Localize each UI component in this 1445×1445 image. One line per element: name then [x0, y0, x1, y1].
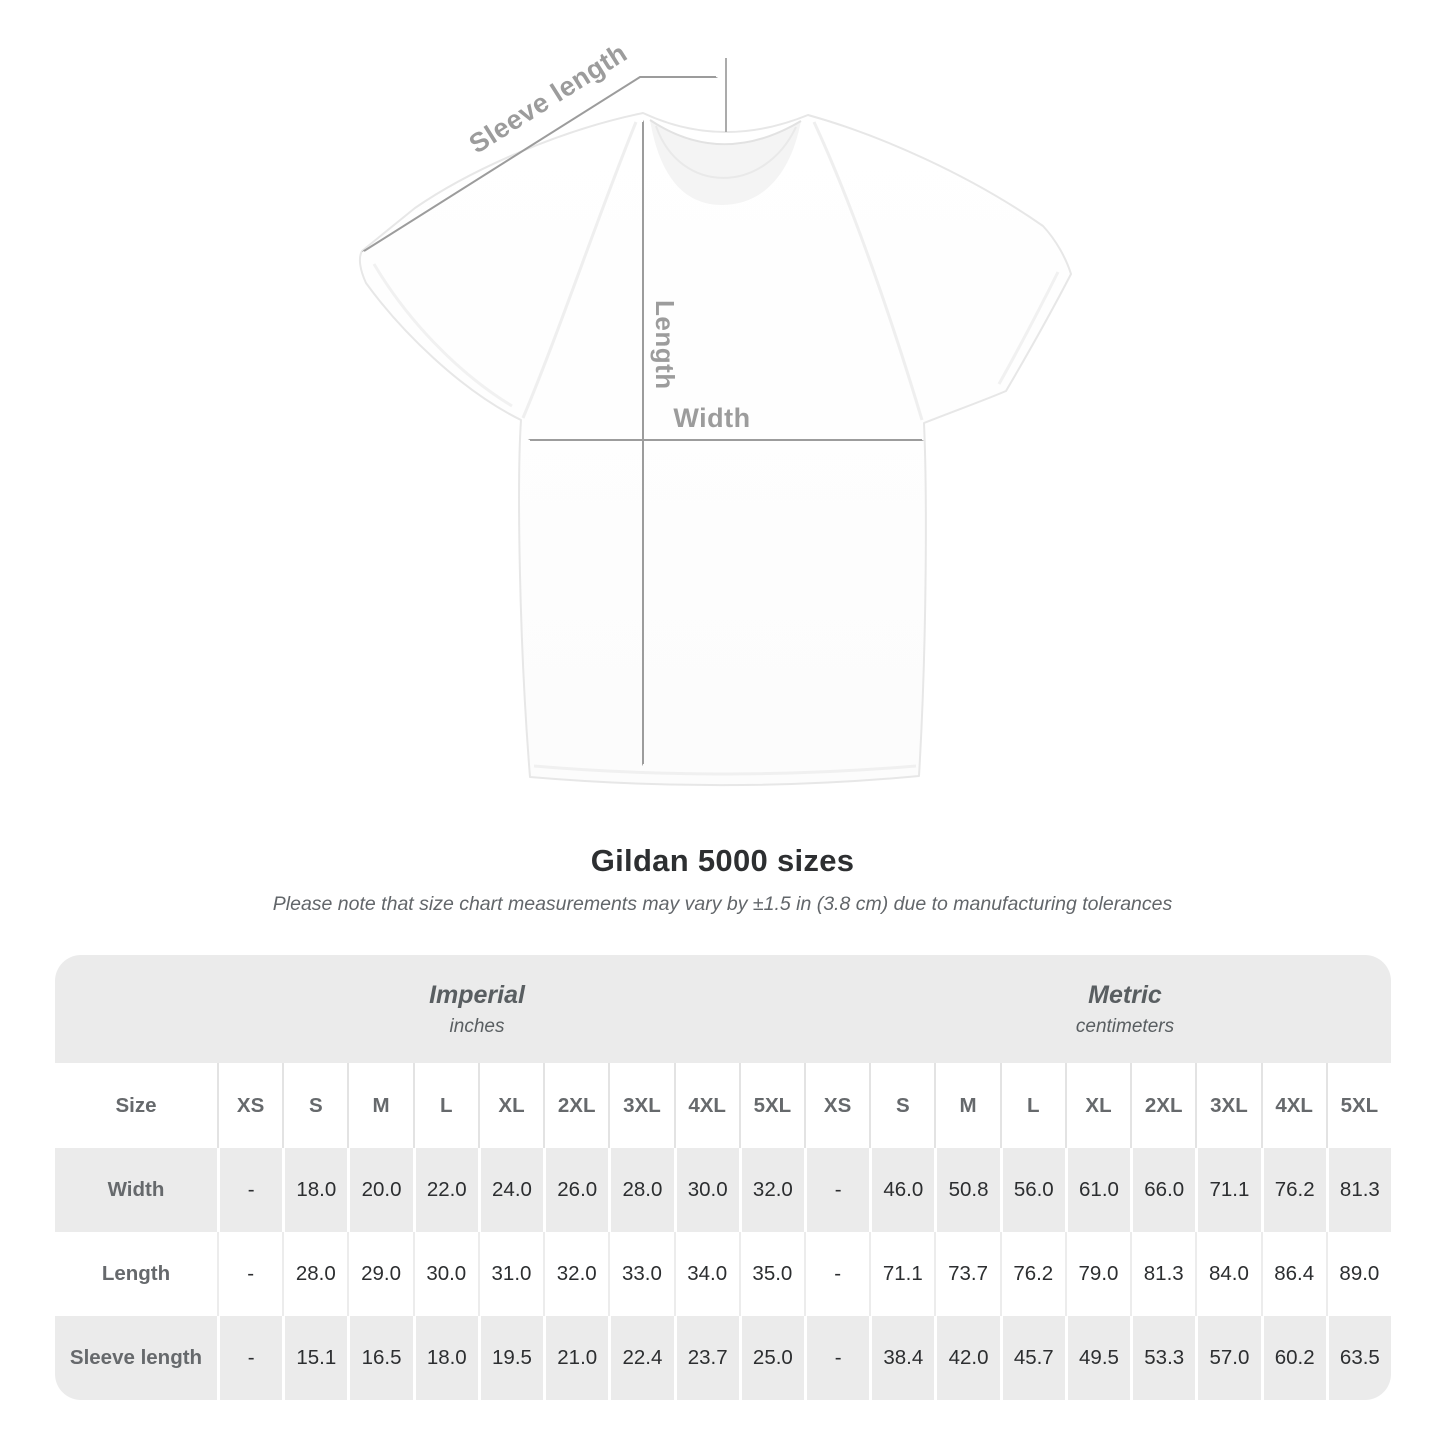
- tolerance-note: Please note that size chart measurements…: [272, 893, 1173, 915]
- metric-header: Metric centimeters: [851, 955, 1391, 1063]
- tshirt-illustration: [358, 112, 1072, 787]
- table-cell: 63.5: [1325, 1316, 1391, 1400]
- table-cell: 89.0: [1325, 1232, 1391, 1316]
- table-row: Sleeve length -15.1 16.5 18.0 19.5 21.0 22.4 23…: [55, 1316, 1391, 1400]
- table-cell: 15.1: [282, 1316, 347, 1400]
- row-header: Sleeve length: [69, 1346, 203, 1369]
- size-column-header: M: [934, 1063, 999, 1148]
- size-column-header: XL: [477, 1063, 543, 1148]
- table-row: Length -28.0 29.0 30.0 31.0 32.0 33.0 34.0 35.0-…: [55, 1232, 1391, 1316]
- table-cell: 16.5: [347, 1316, 412, 1400]
- size-column-header: L: [999, 1063, 1065, 1148]
- row-header: Length: [101, 1262, 171, 1285]
- table-cell: 56.0: [999, 1148, 1065, 1232]
- table-cell: 71.1: [869, 1232, 934, 1316]
- table-cell: 61.0: [1064, 1148, 1130, 1232]
- table-cell: 71.1: [1195, 1148, 1260, 1232]
- table-cell: 22.4: [608, 1316, 673, 1400]
- table-cell: 33.0: [608, 1232, 673, 1316]
- width-label: Width: [673, 403, 750, 433]
- table-cell: 76.2: [999, 1232, 1065, 1316]
- table-cell: 23.7: [673, 1316, 739, 1400]
- size-column-header: S: [869, 1063, 934, 1148]
- table-cell: 31.0: [477, 1232, 543, 1316]
- size-column-header: L: [412, 1063, 478, 1148]
- page-title: Gildan 5000 sizes: [590, 843, 855, 878]
- size-column-header: M: [347, 1063, 412, 1148]
- size-column-header: 5XL: [1325, 1063, 1391, 1148]
- table-cell: 20.0: [347, 1148, 412, 1232]
- table-cell: -: [217, 1316, 282, 1400]
- size-column-header: XS: [803, 1063, 869, 1148]
- sleeve-length-arrow: [364, 76, 716, 251]
- table-cell: 46.0: [869, 1148, 934, 1232]
- table-cell: 86.4: [1260, 1232, 1326, 1316]
- table-cell: 42.0: [934, 1316, 999, 1400]
- tshirt-measurement-diagram: Sleeve length Length Width: [358, 37, 1072, 787]
- size-column-header: 4XL: [1260, 1063, 1326, 1148]
- length-label: Length: [650, 300, 680, 390]
- table-cell: 45.7: [999, 1316, 1065, 1400]
- title-block: Gildan 5000 sizes Please note that size …: [0, 843, 1445, 916]
- size-column-header: 5XL: [738, 1063, 804, 1148]
- table-cell: 30.0: [412, 1232, 478, 1316]
- table-cell: 66.0: [1130, 1148, 1195, 1232]
- table-body: Width -18.0 20.0 22.0 24.0 26.0 28.0 30.0 32.0-4…: [55, 1148, 1391, 1400]
- table-cell: 81.3: [1130, 1232, 1195, 1316]
- size-column-header: 2XL: [543, 1063, 608, 1148]
- size-column-header: 3XL: [1195, 1063, 1260, 1148]
- table-cell: 76.2: [1260, 1148, 1326, 1232]
- table-cell: 18.0: [412, 1316, 478, 1400]
- size-header-row: Size XS S M L XL 2XL 3XL 4XL 5XL XS S M L XL 2XL 3XL 4XL…: [55, 1063, 1391, 1148]
- table-cell: 30.0: [673, 1148, 739, 1232]
- imperial-unit: inches: [449, 1015, 505, 1037]
- table-cell: -: [803, 1148, 869, 1232]
- size-corner-header: Size: [115, 1093, 157, 1117]
- table-cell: 22.0: [412, 1148, 478, 1232]
- size-column-header: XS: [217, 1063, 282, 1148]
- table-cell: 57.0: [1195, 1316, 1260, 1400]
- table-cell: 35.0: [738, 1232, 804, 1316]
- table-cell: 26.0: [543, 1148, 608, 1232]
- table-cell: -: [803, 1316, 869, 1400]
- size-table: Imperial inches Metric centimeters Size …: [55, 955, 1391, 1400]
- size-column-header: 2XL: [1130, 1063, 1195, 1148]
- table-cell: 18.0: [282, 1148, 347, 1232]
- size-column-header: XL: [1064, 1063, 1130, 1148]
- row-header: Width: [107, 1178, 165, 1201]
- table-cell: 53.3: [1130, 1316, 1195, 1400]
- table-cell: -: [217, 1232, 282, 1316]
- table-cell: 73.7: [934, 1232, 999, 1316]
- table-cell: 28.0: [282, 1232, 347, 1316]
- table-cell: 49.5: [1064, 1316, 1130, 1400]
- imperial-label: Imperial: [429, 980, 525, 1009]
- size-column-header: 4XL: [673, 1063, 739, 1148]
- table-cell: 32.0: [738, 1148, 804, 1232]
- imperial-header: Imperial inches: [143, 955, 811, 1063]
- table-cell: 21.0: [543, 1316, 608, 1400]
- table-cell: 32.0: [543, 1232, 608, 1316]
- table-cell: 84.0: [1195, 1232, 1260, 1316]
- size-column-header: S: [282, 1063, 347, 1148]
- table-cell: 38.4: [869, 1316, 934, 1400]
- table-cell: -: [803, 1232, 869, 1316]
- metric-unit: centimeters: [1075, 1015, 1175, 1037]
- table-row: Width -18.0 20.0 22.0 24.0 26.0 28.0 30.0 32.0-4…: [55, 1148, 1391, 1232]
- table-cell: 34.0: [673, 1232, 739, 1316]
- table-cell: 81.3: [1325, 1148, 1391, 1232]
- table-cell: 25.0: [738, 1316, 804, 1400]
- table-cell: 50.8: [934, 1148, 999, 1232]
- table-cell: -: [217, 1148, 282, 1232]
- table-cell: 19.5: [477, 1316, 543, 1400]
- table-cell: 28.0: [608, 1148, 673, 1232]
- metric-label: Metric: [1088, 980, 1162, 1009]
- table-cell: 29.0: [347, 1232, 412, 1316]
- table-cell: 60.2: [1260, 1316, 1326, 1400]
- unit-header-band: Imperial inches Metric centimeters: [55, 955, 1391, 1063]
- size-column-header: 3XL: [608, 1063, 673, 1148]
- table-cell: 79.0: [1064, 1232, 1130, 1316]
- table-cell: 24.0: [477, 1148, 543, 1232]
